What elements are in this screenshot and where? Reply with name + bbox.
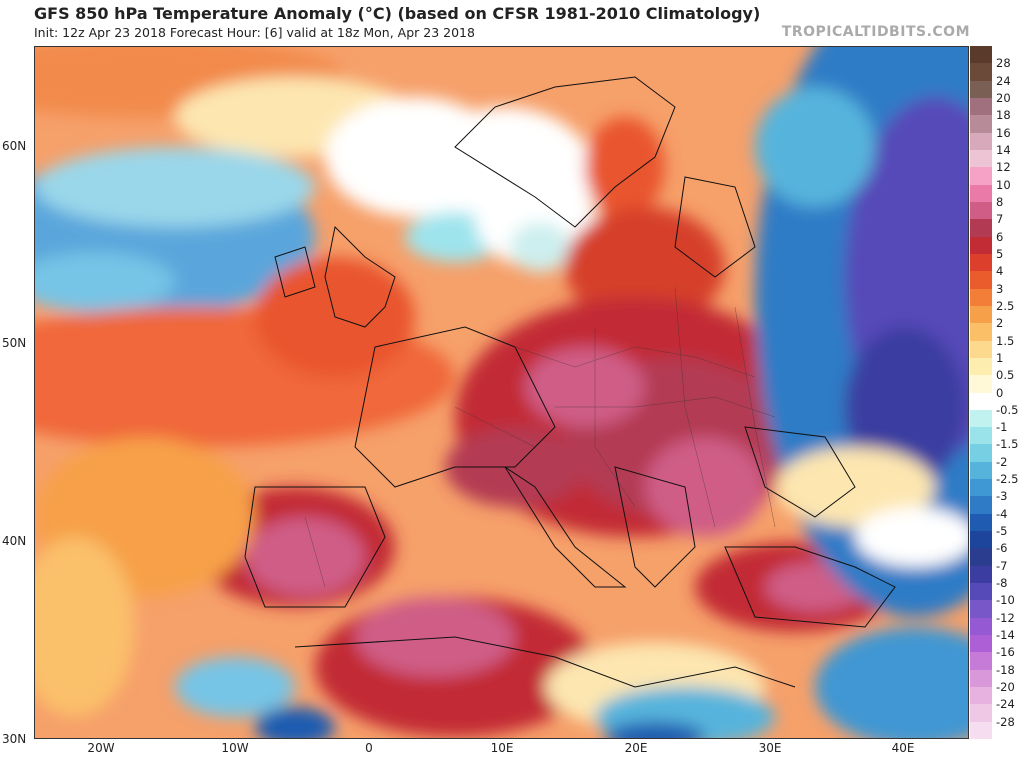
lon-label-10w: 10W — [221, 741, 249, 755]
colorbar-label: 6 — [996, 229, 1004, 244]
colorbar-cell — [970, 392, 992, 411]
colorbar-cell — [970, 583, 992, 601]
lat-label-50n: 50N — [2, 336, 27, 350]
colorbar-cell — [970, 201, 992, 220]
colorbar-cell — [970, 721, 992, 740]
colorbar-label: -1.5 — [996, 437, 1019, 452]
colorbar-cell — [970, 669, 992, 688]
colorbar-label: 16 — [996, 125, 1011, 140]
colorbar-label: -2 — [996, 454, 1008, 469]
colorbar-label: 0.5 — [996, 368, 1015, 383]
lat-label-30n: 30N — [2, 732, 27, 746]
colorbar-cap — [970, 46, 992, 64]
colorbar-cell — [970, 340, 992, 359]
colorbar-label: -2.5 — [996, 472, 1019, 487]
colorbar-label: 20 — [996, 90, 1011, 105]
colorbar-label: 5 — [996, 246, 1004, 261]
colorbar-cell — [970, 409, 992, 428]
colorbar-label: 1.5 — [996, 333, 1015, 348]
colorbar-cell — [970, 97, 992, 116]
colorbar-label: -16 — [996, 645, 1015, 660]
lon-label-0: 0 — [365, 741, 373, 755]
colorbar-cell — [970, 115, 992, 134]
colorbar-label: 8 — [996, 194, 1004, 209]
colorbar-label: 4 — [996, 264, 1004, 279]
colorbar-label: -24 — [996, 697, 1015, 712]
colorbar-label: -18 — [996, 662, 1015, 677]
colorbar-label: 7 — [996, 212, 1004, 227]
colorbar-label: -1 — [996, 420, 1008, 435]
anomaly-map — [34, 46, 969, 739]
colorbar-cell — [970, 149, 992, 168]
colorbar-label: -6 — [996, 541, 1008, 556]
colorbar-cell — [970, 375, 992, 393]
colorbar-cell — [970, 565, 992, 584]
colorbar-cell — [970, 271, 992, 290]
colorbar-label: -5 — [996, 524, 1008, 539]
colorbar-cell — [970, 513, 992, 532]
lat-label-60n: 60N — [2, 139, 27, 153]
colorbar-cell — [970, 305, 992, 324]
colorbar-cell — [970, 652, 992, 671]
colorbar-label: -12 — [996, 610, 1015, 625]
colorbar-label: 14 — [996, 142, 1011, 157]
colorbar-label: -10 — [996, 593, 1015, 608]
colorbar-cell — [970, 184, 992, 203]
colorbar-cell — [970, 288, 992, 307]
colorbar-label: -8 — [996, 576, 1008, 591]
brand-watermark: TROPICALTIDBITS.COM — [781, 24, 970, 40]
colorbar-label: 2 — [996, 316, 1004, 331]
colorbar-label: -28 — [996, 714, 1015, 729]
colorbar-label: -3 — [996, 489, 1008, 504]
map-subtitle: Init: 12z Apr 23 2018 Forecast Hour: [6]… — [34, 25, 475, 40]
coastlines — [244, 76, 896, 688]
colorbar-label: 28 — [996, 56, 1011, 71]
colorbar-label: 12 — [996, 160, 1011, 175]
colorbar-label: -7 — [996, 558, 1008, 573]
colorbar-cell — [970, 219, 992, 238]
colorbar-cell — [970, 253, 992, 272]
map-canvas — [35, 47, 968, 738]
colorbar-cell — [970, 687, 992, 705]
colorbar-cell — [970, 635, 992, 653]
colorbar-cell — [970, 427, 992, 445]
colorbar-label: -14 — [996, 628, 1015, 643]
colorbar-cell — [970, 600, 992, 619]
colorbar-cell — [970, 617, 992, 636]
colorbar-label: 10 — [996, 177, 1011, 192]
colorbar-label: 18 — [996, 108, 1011, 123]
colorbar-cell — [970, 167, 992, 186]
colorbar-label: 3 — [996, 281, 1004, 296]
colorbar — [970, 46, 992, 740]
colorbar-label: -20 — [996, 680, 1015, 695]
colorbar-cell — [970, 479, 992, 497]
colorbar-cell — [970, 496, 992, 515]
country-borders — [304, 286, 776, 588]
colorbar-cell — [970, 80, 992, 99]
colorbar-cell — [970, 63, 992, 82]
lon-label-20w: 20W — [87, 741, 115, 755]
colorbar-label: 0 — [996, 385, 1004, 400]
colorbar-label: 2.5 — [996, 298, 1015, 313]
colorbar-cell — [970, 132, 992, 151]
lon-label-40e: 40E — [891, 741, 915, 755]
colorbar-label: -4 — [996, 506, 1008, 521]
colorbar-cell — [970, 531, 992, 549]
colorbar-label: 24 — [996, 73, 1011, 88]
colorbar-label: 1 — [996, 350, 1004, 365]
lon-label-10e: 10E — [490, 741, 514, 755]
lon-label-20e: 20E — [624, 741, 648, 755]
colorbar-cell — [970, 323, 992, 341]
colorbar-cell — [970, 461, 992, 480]
colorbar-cell — [970, 357, 992, 376]
colorbar-cell — [970, 704, 992, 723]
map-title: GFS 850 hPa Temperature Anomaly (°C) (ba… — [34, 4, 761, 23]
lat-label-40n: 40N — [2, 534, 27, 548]
colorbar-cell — [970, 444, 992, 463]
colorbar-cell — [970, 236, 992, 255]
colorbar-cell — [970, 548, 992, 567]
lon-label-30e: 30E — [758, 741, 782, 755]
colorbar-label: -0.5 — [996, 402, 1019, 417]
